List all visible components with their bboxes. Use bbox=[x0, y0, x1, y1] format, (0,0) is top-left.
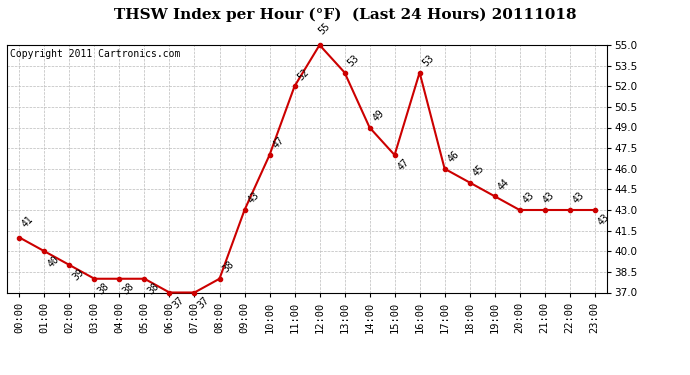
Text: 43: 43 bbox=[541, 190, 556, 206]
Text: 55: 55 bbox=[317, 21, 333, 37]
Text: 38: 38 bbox=[96, 281, 111, 297]
Text: 44: 44 bbox=[496, 177, 511, 192]
Text: 43: 43 bbox=[571, 190, 586, 206]
Text: THSW Index per Hour (°F)  (Last 24 Hours) 20111018: THSW Index per Hour (°F) (Last 24 Hours)… bbox=[114, 8, 576, 22]
Text: 46: 46 bbox=[446, 149, 461, 165]
Text: 49: 49 bbox=[371, 108, 386, 123]
Text: 53: 53 bbox=[421, 53, 436, 68]
Text: 47: 47 bbox=[270, 135, 286, 151]
Text: 39: 39 bbox=[70, 267, 86, 283]
Text: 38: 38 bbox=[146, 281, 161, 297]
Text: Copyright 2011 Cartronics.com: Copyright 2011 Cartronics.com bbox=[10, 49, 180, 59]
Text: 37: 37 bbox=[170, 295, 186, 310]
Text: 37: 37 bbox=[196, 295, 211, 310]
Text: 53: 53 bbox=[346, 53, 361, 68]
Text: 43: 43 bbox=[246, 190, 261, 206]
Text: 38: 38 bbox=[221, 259, 236, 274]
Text: 52: 52 bbox=[296, 67, 311, 82]
Text: 43: 43 bbox=[596, 213, 611, 228]
Text: 40: 40 bbox=[46, 254, 61, 269]
Text: 38: 38 bbox=[121, 281, 136, 297]
Text: 43: 43 bbox=[521, 190, 536, 206]
Text: 45: 45 bbox=[471, 163, 486, 178]
Text: 41: 41 bbox=[19, 214, 34, 229]
Text: 47: 47 bbox=[396, 158, 411, 173]
